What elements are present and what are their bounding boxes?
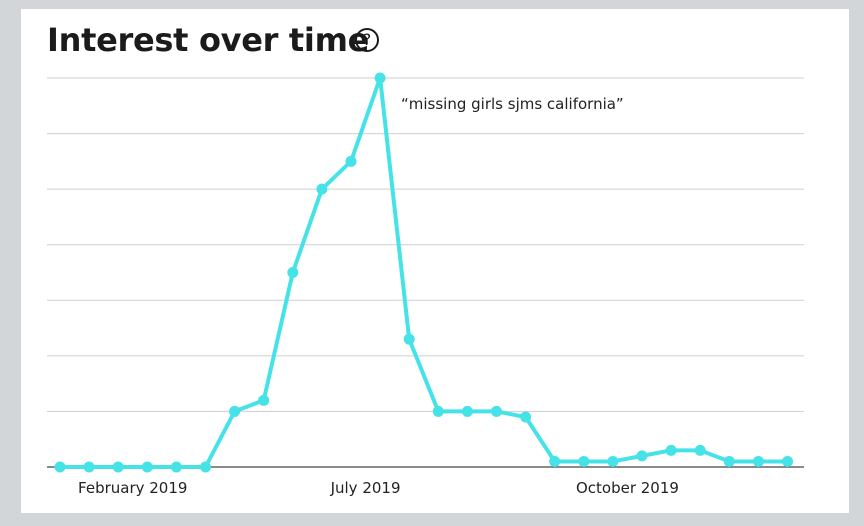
data-point[interactable] — [607, 455, 619, 467]
data-point[interactable] — [54, 461, 66, 473]
data-point[interactable] — [665, 444, 677, 456]
data-point[interactable] — [752, 455, 764, 467]
gridlines — [47, 77, 804, 468]
data-point[interactable] — [374, 72, 386, 84]
data-point[interactable] — [723, 455, 735, 467]
data-point[interactable] — [141, 461, 153, 473]
chart-title: Interest over time — [47, 21, 370, 59]
data-point[interactable] — [170, 461, 182, 473]
data-point[interactable] — [403, 333, 415, 345]
question-circle-icon[interactable]: ? — [355, 28, 379, 52]
data-point[interactable] — [578, 455, 590, 467]
x-tick-label: February 2019 — [78, 479, 187, 497]
data-point[interactable] — [200, 461, 211, 473]
data-point[interactable] — [520, 411, 532, 423]
data-point[interactable] — [112, 461, 124, 473]
x-tick-label: October 2019 — [576, 479, 679, 497]
data-points — [54, 72, 793, 473]
data-point[interactable] — [461, 405, 473, 417]
chart-card: Interest over time ? February 2019 July 2… — [21, 9, 849, 513]
data-point[interactable] — [694, 444, 706, 456]
series-line — [60, 76, 788, 469]
data-point[interactable] — [229, 405, 241, 417]
data-point[interactable] — [636, 450, 648, 462]
data-point[interactable] — [345, 155, 357, 167]
data-point[interactable] — [258, 394, 270, 406]
data-point[interactable] — [549, 455, 561, 467]
data-point[interactable] — [83, 461, 95, 473]
line-chart: February 2019 July 2019 October 2019 “miss… — [47, 72, 804, 497]
data-point[interactable] — [316, 183, 328, 195]
data-point[interactable] — [287, 267, 299, 278]
data-point[interactable] — [782, 455, 793, 467]
x-tick-label: July 2019 — [330, 479, 401, 497]
x-axis-tick-labels: February 2019 July 2019 October 2019 — [78, 479, 679, 497]
series-label: “missing girls sjms california” — [401, 95, 624, 113]
series-polyline — [60, 76, 788, 469]
data-point[interactable] — [432, 405, 444, 417]
data-point[interactable] — [491, 405, 502, 417]
